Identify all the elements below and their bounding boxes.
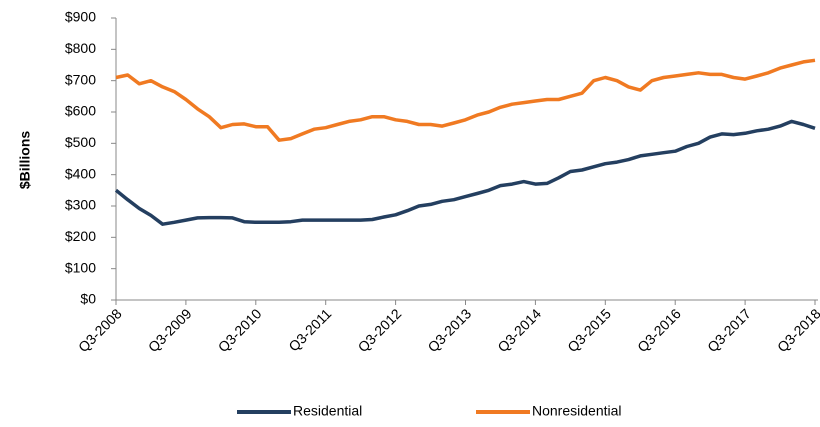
- x-tick-label: Q3-2018: [774, 305, 820, 355]
- x-tick-label: Q3-2015: [564, 305, 614, 355]
- y-tick-label: $0: [80, 291, 96, 307]
- y-tick-label: $400: [65, 165, 96, 181]
- legend-label: Residential: [293, 403, 362, 419]
- y-tick-label: $600: [65, 103, 96, 119]
- y-tick-label: $200: [65, 228, 96, 244]
- legend-label: Nonresidential: [532, 403, 622, 419]
- series-line: [114, 119, 816, 226]
- x-tick-label: Q3-2010: [215, 305, 265, 355]
- x-tick-label: Q3-2017: [704, 305, 754, 355]
- y-tick-label: $500: [65, 134, 96, 150]
- x-tick-label: Q3-2013: [424, 305, 474, 355]
- x-tick-label: Q3-2011: [285, 305, 334, 354]
- y-tick-label: $300: [65, 197, 96, 213]
- series-line: [115, 58, 816, 142]
- x-tick-label: Q3-2008: [75, 305, 125, 355]
- y-axis-title: $Billions: [17, 131, 33, 190]
- x-tick-label: Q3-2012: [354, 305, 404, 355]
- x-tick-label: Q3-2016: [634, 305, 684, 355]
- y-tick-label: $700: [65, 71, 96, 87]
- x-tick-label: Q3-2009: [145, 305, 195, 355]
- y-tick-label: $100: [65, 259, 96, 275]
- x-tick-label: Q3-2014: [494, 305, 544, 355]
- y-tick-label: $900: [65, 9, 96, 25]
- y-tick-label: $800: [65, 40, 96, 56]
